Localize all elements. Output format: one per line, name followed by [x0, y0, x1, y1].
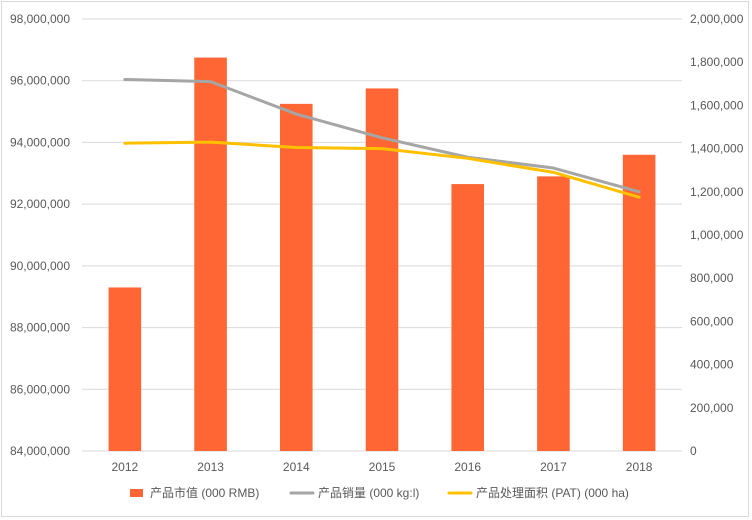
right-tick-label: 1,800,000 — [690, 55, 744, 69]
bar — [451, 184, 484, 452]
volume-line-series — [123, 77, 641, 194]
bar — [537, 176, 570, 451]
legend-swatch — [130, 489, 143, 497]
right-tick-label: 400,000 — [690, 358, 734, 372]
x-tick-label: 2017 — [540, 460, 567, 474]
legend-label: 产品销量 (000 kg:l) — [318, 486, 419, 500]
right-tick-label: 1,400,000 — [690, 142, 744, 156]
right-tick-label: 600,000 — [690, 314, 734, 328]
x-tick-label: 2013 — [197, 460, 224, 474]
x-tick-label: 2014 — [283, 460, 310, 474]
right-tick-label: 200,000 — [690, 401, 734, 415]
right-tick-label: 0 — [690, 444, 697, 458]
x-tick-label: 2016 — [454, 460, 481, 474]
right-tick-label: 1,600,000 — [690, 98, 744, 112]
bar — [365, 88, 399, 451]
legend-label: 产品处理面积 (PAT) (000 ha) — [476, 486, 629, 500]
left-tick-label: 96,000,000 — [10, 74, 70, 88]
bar — [108, 287, 142, 451]
bar — [194, 57, 227, 451]
x-tick-label: 2012 — [112, 460, 139, 474]
bar — [280, 103, 313, 451]
area-line-series — [123, 140, 641, 199]
left-tick-label: 92,000,000 — [10, 197, 70, 211]
right-tick-label: 2,000,000 — [690, 12, 744, 26]
left-tick-label: 98,000,000 — [10, 12, 70, 26]
right-tick-label: 1,200,000 — [690, 185, 744, 199]
left-tick-label: 84,000,000 — [10, 444, 70, 458]
left-tick-label: 94,000,000 — [10, 135, 70, 149]
bar — [622, 154, 656, 451]
left-tick-label: 88,000,000 — [10, 321, 70, 335]
x-tick-label: 2018 — [626, 460, 653, 474]
right-tick-label: 800,000 — [690, 271, 734, 285]
left-tick-label: 86,000,000 — [10, 382, 70, 396]
x-tick-label: 2015 — [369, 460, 396, 474]
right-tick-label: 1,000,000 — [690, 228, 744, 242]
legend-label: 产品市值 (000 RMB) — [150, 485, 259, 500]
left-tick-label: 90,000,000 — [10, 259, 70, 273]
